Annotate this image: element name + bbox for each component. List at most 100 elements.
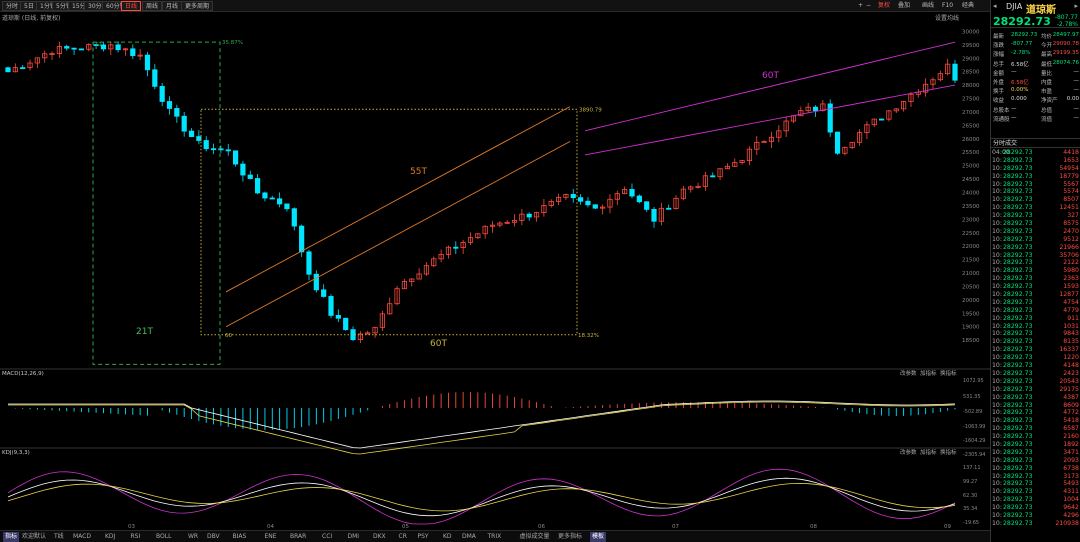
kdj-axis-tick: -19.65 [963, 520, 979, 526]
tick-price: 28292.73 [1003, 291, 1033, 299]
candle-body [291, 208, 297, 227]
candle-body [886, 110, 892, 120]
candle-body [5, 67, 11, 73]
tab-tick-trades[interactable]: 分时成交 [991, 138, 1080, 148]
period-tab[interactable]: 周线 [142, 1, 163, 11]
stat-label: 量比 [1041, 70, 1053, 77]
overlay-button[interactable]: 叠加 [898, 2, 911, 9]
period-tab[interactable]: 分时 [2, 1, 23, 11]
tick-price: 28292.73 [1003, 464, 1033, 472]
indicator-tab[interactable]: ENE [264, 533, 277, 540]
candle-body [607, 198, 613, 208]
candle-body [394, 288, 400, 305]
indicator-tab[interactable]: CCI [322, 533, 333, 540]
tick-price: 28292.73 [1003, 417, 1033, 425]
tick-time: 10: [992, 330, 1002, 338]
tick-time: 10: [992, 204, 1002, 212]
tick-volume: 6587 [1063, 425, 1079, 433]
candle-body [269, 197, 275, 200]
stat-value: 28074.76 [1052, 59, 1079, 66]
indicator-tab[interactable]: DKX [373, 533, 386, 540]
tick-time: 10: [992, 322, 1002, 330]
stat-row: 收益 0.000 净资产 0.00 [991, 96, 1080, 105]
classic-button[interactable]: 经典 [962, 2, 975, 9]
candle-body [629, 189, 635, 197]
candle-body [49, 53, 55, 56]
draw-button[interactable]: 画线 [922, 2, 935, 9]
candle-body [416, 273, 422, 280]
candle-body [578, 197, 584, 202]
adjust-button[interactable]: 复权 [878, 2, 891, 9]
indicator-tab[interactable]: DBV [207, 533, 220, 540]
indicator-tab[interactable]: MACD [73, 533, 91, 540]
candle-body [930, 79, 936, 85]
indicator-tab[interactable]: RSI [130, 533, 141, 540]
candle-body [680, 188, 686, 199]
indicator-tab[interactable]: DMA [462, 533, 476, 540]
panel-tool: 改参数 [900, 448, 917, 456]
indicator-tab[interactable]: 虚拟成交量 [519, 533, 550, 540]
tick-volume: 8135 [1063, 338, 1079, 346]
tick-time: 10: [992, 393, 1002, 401]
macd-label: MACD(12,26,9) [2, 371, 44, 377]
add-icon[interactable]: + [858, 2, 864, 9]
indicator-tab[interactable]: 模板 [590, 532, 607, 542]
period-tab[interactable]: 日线 [121, 1, 142, 11]
tick-time: 10: [992, 298, 1002, 306]
f10-button[interactable]: F10 [942, 2, 954, 9]
tick-volume: 4296 [1063, 511, 1079, 519]
price-axis-tick: 23000 [962, 217, 980, 223]
indicator-tab[interactable]: CR [398, 533, 407, 540]
tick-row: 10: 28292.73 16337 [991, 346, 1080, 354]
tick-time: 10: [992, 314, 1002, 322]
indicator-tab[interactable]: TRIX [487, 533, 502, 540]
tick-volume: 5980 [1063, 267, 1079, 275]
price-change: -807.77 -2.78% [1055, 14, 1078, 28]
time-axis-label: 06 [538, 524, 545, 530]
indicator-tab[interactable]: BIAS [232, 533, 247, 540]
indicator-tab[interactable]: PSY [417, 533, 429, 540]
tick-time: 10: [992, 283, 1002, 291]
candle-body [445, 246, 452, 255]
price-axis-tick: 29000 [962, 56, 980, 62]
indicator-tab[interactable]: 更多指标 [558, 533, 583, 540]
indicator-tab[interactable]: KDJ [105, 533, 116, 540]
price-axis-tick: 20500 [962, 284, 980, 290]
indicator-tab[interactable]: 欢迎默认 [22, 533, 47, 540]
tick-volume: 8609 [1063, 401, 1079, 409]
tick-time: 10: [992, 259, 1002, 267]
candle-body [526, 213, 532, 218]
price-axis-tick: 23500 [962, 204, 980, 210]
minus-icon[interactable]: − [866, 2, 872, 9]
kline-chart-area[interactable]: 道琼斯 (日线, 前复权) 设置均线 18500 19000 19500 20000 2… [0, 12, 990, 530]
stat-value: 29199.35 [1052, 50, 1079, 57]
indicator-tab[interactable]: BOLL [156, 533, 172, 540]
channel-55-bottom [225, 141, 571, 328]
tick-row: 10: 28292.73 18779 [991, 173, 1080, 181]
indicator-tab[interactable]: DMI [347, 533, 360, 540]
tick-volume: 4754 [1063, 298, 1079, 306]
tick-volume: 2470 [1063, 227, 1079, 235]
period-tab[interactable]: 月线 [162, 1, 183, 11]
time-axis-label: 03 [128, 524, 135, 530]
candle-body [695, 186, 701, 188]
quote-stats: 最新 28292.73 均价 28497.97 涨跌 -807.77 今开 29090.78 涨… [991, 32, 1080, 124]
period-tab[interactable]: 更多周期 [181, 1, 214, 11]
candle-body [86, 44, 92, 50]
indicator-tab[interactable]: KD [443, 533, 452, 540]
indicator-tab[interactable]: T线 [54, 533, 64, 540]
candle-body [306, 251, 312, 275]
next-icon[interactable]: ▸ [1074, 2, 1078, 10]
tick-list[interactable]: 04:00 28292.73 4418 10: 28292.73 1653 10: 28292… [991, 149, 1080, 528]
indicator-tab[interactable]: 指标 [3, 532, 20, 542]
indicator-tab[interactable]: WR [188, 533, 199, 540]
candle-body [313, 273, 319, 291]
candle-body [277, 198, 283, 205]
back-icon[interactable]: ◂ [993, 2, 997, 10]
indicator-tab[interactable]: BRAR [290, 533, 307, 540]
candle-body [115, 44, 121, 51]
ma-settings-button[interactable]: 设置均线 [935, 15, 960, 22]
tick-row: 10: 28292.73 21966 [991, 244, 1080, 252]
label-60t: 60T [430, 339, 447, 349]
price-axis-tick: 27500 [962, 97, 980, 103]
